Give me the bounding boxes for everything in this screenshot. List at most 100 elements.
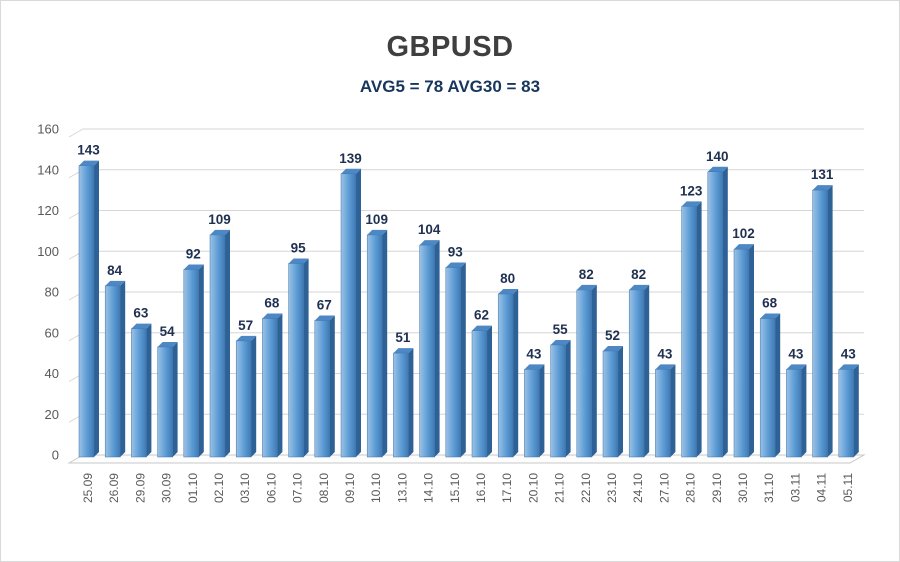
bar-front-face	[576, 289, 593, 458]
bar-front-face	[838, 369, 855, 458]
bar-front-face	[183, 269, 200, 458]
bar-side-face	[303, 258, 309, 457]
bar-top-face	[681, 201, 702, 207]
x-axis-tick-label: 05.11	[841, 473, 855, 502]
bar-value-label: 109	[208, 212, 231, 227]
bar-side-face	[356, 168, 361, 457]
x-axis-tick-label: 02.10	[212, 473, 226, 503]
bar-value-label: 139	[339, 151, 362, 166]
bar-side-face	[591, 284, 597, 457]
bar-top-face	[576, 284, 597, 290]
bar-value-label: 55	[553, 322, 569, 337]
bar	[157, 341, 178, 458]
bar-top-face	[550, 339, 571, 345]
x-axis-tick-label: 15.10	[448, 473, 462, 503]
x-axis-tick-label: 16.10	[474, 473, 488, 503]
bar-value-label: 68	[264, 295, 280, 310]
bar-top-face	[288, 258, 309, 264]
bar	[681, 201, 702, 458]
bar-value-label: 43	[788, 346, 804, 361]
x-axis-tick-label: 06.10	[264, 473, 278, 503]
y-axis-tick-label: 60	[45, 325, 59, 340]
bar-front-face	[393, 352, 409, 458]
bar-front-face	[550, 344, 566, 458]
bar	[183, 264, 204, 458]
bar-front-face	[471, 330, 488, 458]
bar-value-label: 52	[605, 328, 620, 343]
bar	[524, 364, 545, 458]
bar-side-face	[696, 201, 702, 457]
bar-front-face	[445, 267, 462, 458]
bar	[733, 244, 754, 458]
bar	[366, 229, 388, 458]
bar-front-face	[655, 369, 671, 458]
bar	[209, 229, 230, 458]
bar-value-label: 82	[579, 267, 594, 282]
bar-side-face	[460, 262, 466, 457]
bar	[576, 284, 597, 458]
bar-front-face	[366, 234, 383, 458]
bar-top-face	[655, 364, 676, 370]
bar	[288, 258, 309, 458]
bar-front-face	[209, 234, 226, 458]
bar-value-label: 102	[732, 226, 755, 241]
x-axis-tick-label: 22.10	[579, 473, 593, 503]
bar	[419, 240, 440, 458]
bar-front-face	[497, 293, 514, 458]
bar-value-label: 43	[657, 346, 673, 361]
bar	[759, 313, 781, 458]
bar-value-label: 82	[631, 267, 646, 282]
bar-top-face	[498, 289, 519, 294]
y-axis-tick-label: 80	[45, 285, 59, 300]
x-axis-tick-label: 26.09	[107, 473, 121, 503]
bar-value-label: 43	[841, 346, 857, 361]
y-axis-tick-label: 160	[37, 122, 59, 137]
x-axis-tick-label: 03.10	[238, 473, 252, 503]
bar	[262, 313, 283, 458]
bar-value-label: 131	[811, 167, 834, 182]
bar-side-face	[329, 315, 335, 457]
bar	[628, 284, 650, 458]
bar-front-face	[707, 171, 724, 458]
x-axis-tick-label: 30.09	[160, 473, 174, 503]
bar-top-face	[603, 346, 623, 352]
bar-top-face	[838, 364, 859, 370]
bar-side-face	[801, 364, 807, 457]
bar	[655, 364, 676, 458]
bar	[78, 160, 99, 458]
bar-side-face	[513, 289, 519, 457]
x-axis-tick-label: 25.09	[81, 473, 95, 503]
bar-front-face	[262, 318, 278, 458]
bar-value-label: 104	[418, 222, 441, 237]
x-axis-tick-label: 31.10	[762, 473, 776, 503]
x-axis-tick-label: 07.10	[291, 473, 305, 503]
bar-side-face	[775, 313, 781, 457]
bar-front-face	[157, 346, 173, 458]
bar-front-face	[602, 350, 619, 458]
bar-side-face	[146, 323, 152, 457]
x-axis-tick-label: 04.11	[815, 473, 829, 502]
bar-top-face	[210, 229, 230, 235]
bar-value-label: 62	[474, 308, 489, 323]
bar-side-face	[434, 240, 440, 457]
bar-front-face	[681, 206, 697, 458]
bar-top-face	[236, 335, 257, 341]
bar-front-face	[314, 320, 331, 458]
bar	[838, 364, 859, 458]
bar-side-face	[382, 229, 388, 457]
bar-value-label: 68	[762, 295, 778, 310]
bar-side-face	[172, 341, 178, 457]
y-axis-tick-label: 40	[45, 366, 59, 381]
bar	[812, 185, 833, 458]
bar-front-face	[288, 263, 304, 458]
bar	[340, 168, 361, 458]
bar-side-face	[408, 348, 414, 457]
bar-side-face	[251, 335, 257, 457]
x-axis-tick-label: 21.10	[553, 473, 567, 503]
x-axis-tick-label: 09.10	[343, 473, 357, 503]
bar-top-face	[314, 315, 335, 321]
y-axis-tick-label: 0	[52, 448, 59, 463]
x-axis-tick-label: 24.10	[631, 473, 645, 503]
bar-side-face	[749, 244, 754, 457]
